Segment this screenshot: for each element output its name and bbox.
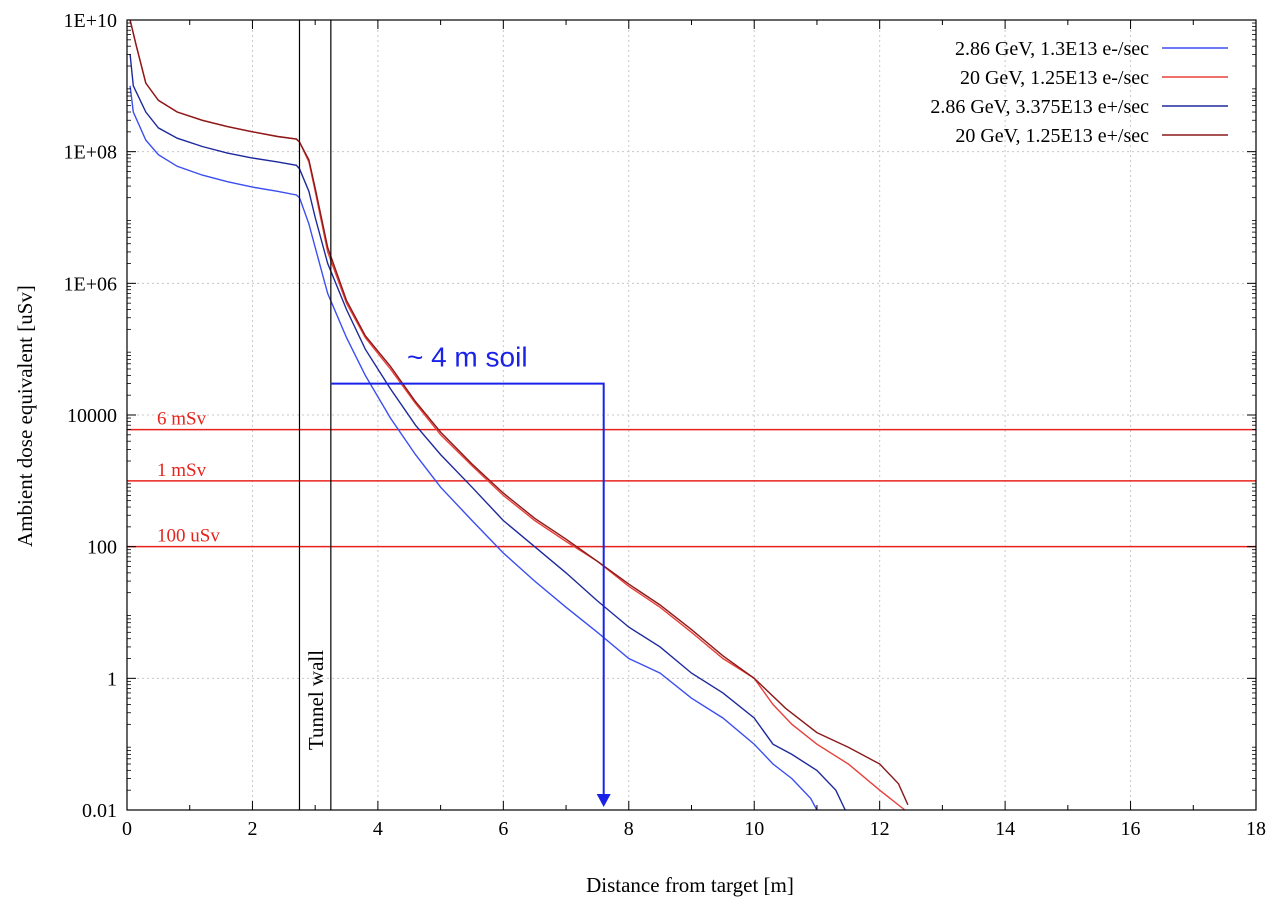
axes: 0 2 4 6 8 10 12 14 16 18 0.01 1 100 10000 1E+06 1E+08 1E…: [64, 10, 1267, 840]
x-tick-label: 12: [870, 818, 890, 840]
soil-arrow-head: [596, 794, 611, 807]
y-tick-label: 0.01: [82, 800, 117, 822]
series-line: [129, 54, 846, 811]
x-tick-label: 2: [247, 818, 257, 840]
reference-lines: 6 mSv 1 mSv 100 uSv: [127, 409, 1256, 548]
soil-thickness-label: ~ 4 m soil: [407, 342, 528, 373]
series-lines: [129, 19, 909, 811]
y-tick-label: 1: [107, 668, 117, 690]
annotations: Tunnel wall ~ 4 m soil: [304, 342, 611, 807]
x-tick-label: 10: [744, 818, 764, 840]
legend-label: 20 GeV, 1.25E13 e-/sec: [960, 67, 1149, 89]
soil-arrow-line: [330, 382, 605, 798]
legend-label: 2.86 GeV, 3.375E13 e+/sec: [930, 96, 1149, 118]
y-tick-label: 1E+08: [64, 142, 118, 164]
x-tick-label: 6: [498, 818, 508, 840]
reference-line-label: 6 mSv: [157, 409, 207, 430]
tunnel-wall-lines: [298, 20, 332, 810]
y-tick-label: 1E+06: [64, 273, 118, 295]
x-tick-label: 4: [373, 818, 383, 840]
x-tick-label: 16: [1121, 818, 1141, 840]
reference-line-label: 100 uSv: [157, 526, 220, 547]
x-tick-label: 0: [122, 818, 132, 840]
x-tick-label: 18: [1246, 818, 1266, 840]
legend: 2.86 GeV, 1.3E13 e-/sec 20 GeV, 1.25E13 e…: [930, 38, 1228, 147]
tunnel-wall-label: Tunnel wall: [304, 650, 328, 750]
x-tick-label: 8: [624, 818, 634, 840]
y-tick-label: 100: [87, 537, 117, 559]
legend-label: 20 GeV, 1.25E13 e+/sec: [955, 125, 1149, 147]
y-axis-label: Ambient dose equivalent [uSv]: [13, 285, 37, 547]
x-tick-label: 14: [995, 818, 1015, 840]
series-line: [129, 85, 818, 811]
y-tick-label: 1E+10: [64, 10, 118, 32]
x-axis-label: Distance from target [m]: [586, 873, 794, 897]
y-tick-label: 10000: [67, 405, 117, 427]
reference-line-label: 1 mSv: [157, 460, 207, 481]
legend-label: 2.86 GeV, 1.3E13 e-/sec: [955, 38, 1149, 60]
series-line: [129, 19, 909, 806]
